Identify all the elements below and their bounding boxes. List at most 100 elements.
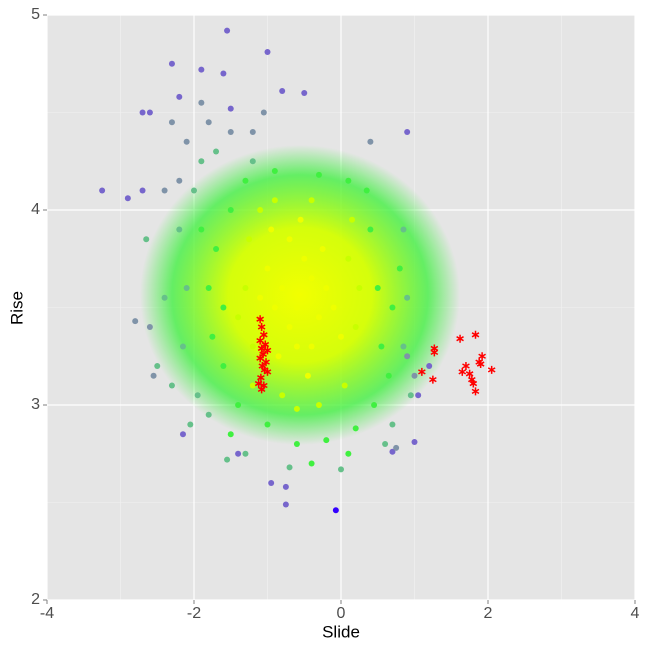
point [304, 372, 311, 379]
y-tick-label: 2 [31, 591, 40, 608]
point [213, 148, 220, 155]
density-shade [140, 145, 460, 445]
star-point [471, 330, 480, 339]
point [282, 483, 289, 490]
point [371, 402, 378, 408]
point [139, 187, 146, 194]
point [338, 333, 344, 340]
x-tick-label: -4 [40, 605, 54, 622]
point [352, 324, 359, 330]
point [393, 444, 400, 451]
point [293, 304, 300, 311]
star-point [430, 348, 439, 357]
point [168, 119, 175, 126]
point [198, 99, 205, 106]
x-axis-title: Slide [322, 622, 360, 641]
star-point [469, 379, 478, 388]
point [404, 294, 411, 301]
point [330, 304, 337, 311]
star-point [257, 373, 265, 382]
star-point [256, 354, 264, 363]
point [198, 226, 205, 233]
point [176, 93, 183, 100]
point [150, 372, 157, 379]
point [282, 501, 289, 508]
point [315, 402, 322, 408]
star-point [471, 387, 480, 396]
point [161, 294, 168, 301]
point [264, 421, 271, 428]
point [242, 285, 249, 291]
y-axis-title: Rise [7, 291, 26, 325]
y-tick-label: 4 [31, 201, 40, 218]
star-point [257, 344, 266, 353]
point [293, 405, 300, 412]
point [367, 226, 374, 233]
point [400, 343, 407, 350]
point [99, 187, 106, 194]
point [315, 171, 322, 178]
point [191, 187, 197, 194]
point [293, 343, 300, 350]
point [268, 226, 275, 233]
point [378, 343, 385, 350]
point [271, 197, 278, 204]
x-tick-label: 0 [337, 605, 346, 622]
point [338, 466, 344, 473]
point [132, 318, 139, 325]
point [213, 246, 220, 252]
point [407, 392, 414, 399]
point [257, 207, 264, 213]
point [404, 353, 411, 360]
point [382, 441, 389, 447]
x-tick-label: -2 [187, 605, 201, 622]
point [168, 60, 175, 67]
point [249, 382, 256, 389]
point [242, 177, 249, 184]
point [146, 109, 153, 116]
star-point [257, 323, 266, 331]
x-tick-label: 4 [631, 605, 640, 622]
point [308, 460, 315, 467]
point [385, 372, 392, 379]
point [367, 138, 374, 145]
point [286, 324, 293, 330]
point [323, 285, 330, 291]
point [146, 324, 153, 330]
point [389, 421, 396, 428]
star-point [256, 315, 264, 324]
point [154, 363, 161, 369]
star-point [487, 365, 496, 374]
point [235, 314, 242, 321]
star-point [261, 340, 270, 349]
point [198, 66, 205, 73]
point [205, 119, 212, 126]
point [279, 392, 286, 399]
point [227, 105, 234, 112]
point [242, 450, 249, 457]
point [315, 314, 322, 321]
point [279, 88, 286, 95]
point [415, 392, 422, 399]
point [301, 255, 308, 262]
point [411, 372, 418, 379]
point [308, 275, 315, 282]
point [323, 437, 330, 444]
star-point [456, 334, 464, 343]
point [220, 304, 227, 311]
point [308, 197, 315, 204]
point [396, 265, 403, 272]
point [389, 304, 396, 311]
point [246, 236, 253, 243]
point [404, 129, 411, 135]
x-tick-label: 2 [484, 605, 493, 622]
star-point [263, 346, 272, 355]
point [286, 236, 293, 243]
point [183, 138, 190, 145]
point [293, 441, 300, 447]
star-point [259, 330, 268, 339]
point [279, 285, 286, 291]
point [235, 450, 242, 457]
point [187, 421, 194, 428]
point [349, 216, 356, 223]
